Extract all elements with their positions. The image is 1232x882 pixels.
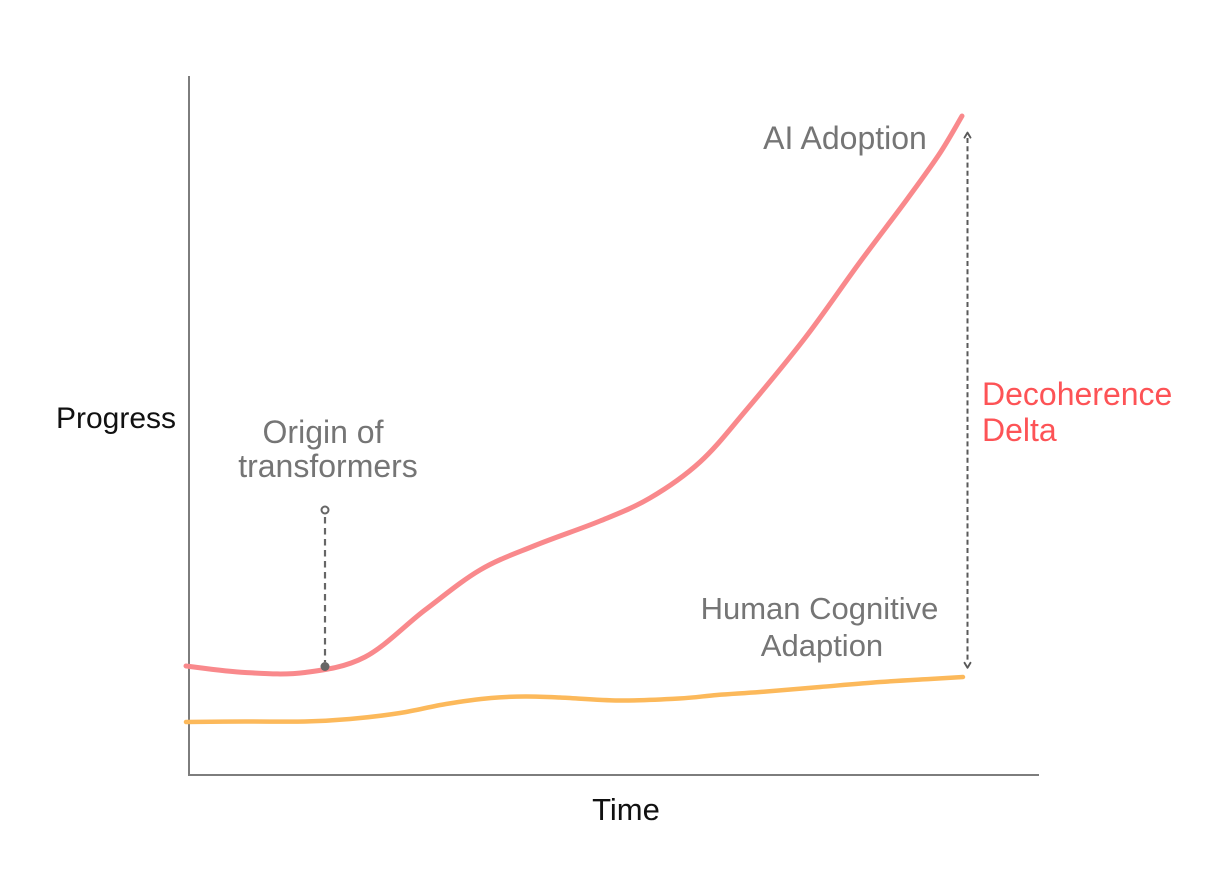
svg-text:AI Adoption: AI Adoption (763, 120, 927, 156)
svg-text:Origin of: Origin of (263, 414, 384, 450)
svg-text:Delta: Delta (982, 412, 1057, 448)
svg-text:Time: Time (592, 792, 660, 827)
svg-text:transformers: transformers (238, 448, 418, 484)
svg-text:Decoherence: Decoherence (982, 376, 1172, 412)
svg-text:Progress: Progress (56, 402, 176, 435)
svg-text:Adaption: Adaption (761, 628, 883, 663)
svg-text:Human Cognitive: Human Cognitive (701, 591, 939, 626)
